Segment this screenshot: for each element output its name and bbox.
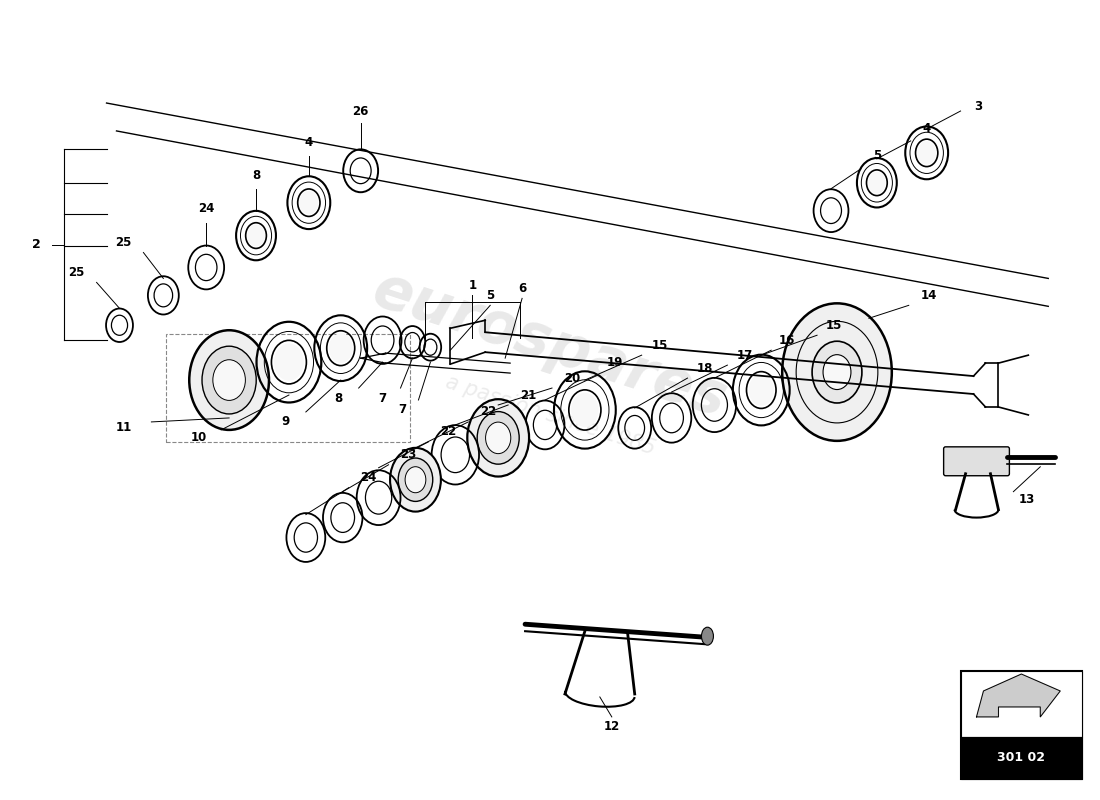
Text: 8: 8	[334, 391, 343, 405]
Text: 6: 6	[518, 282, 526, 295]
Ellipse shape	[405, 466, 426, 493]
Text: 23: 23	[400, 448, 417, 462]
Text: 16: 16	[779, 334, 795, 346]
Text: a passion since 1985: a passion since 1985	[442, 371, 658, 458]
Ellipse shape	[274, 344, 304, 381]
Text: 12: 12	[604, 720, 620, 734]
Text: 15: 15	[826, 318, 843, 332]
Ellipse shape	[477, 411, 519, 464]
Text: 25: 25	[116, 236, 132, 249]
Text: 18: 18	[696, 362, 713, 374]
Ellipse shape	[248, 225, 265, 246]
Ellipse shape	[189, 330, 270, 430]
Text: 5: 5	[486, 289, 494, 302]
Text: 8: 8	[252, 170, 260, 182]
Text: 20: 20	[564, 371, 580, 385]
Text: 22: 22	[480, 406, 496, 418]
Text: 7: 7	[378, 391, 386, 405]
Ellipse shape	[782, 303, 892, 441]
Polygon shape	[977, 674, 1060, 717]
Text: 4: 4	[923, 122, 931, 135]
Text: 14: 14	[921, 289, 937, 302]
Bar	[960, 737, 1082, 778]
Text: 7: 7	[398, 403, 407, 417]
Ellipse shape	[468, 399, 529, 477]
Text: 10: 10	[191, 431, 207, 444]
Ellipse shape	[868, 172, 886, 194]
Ellipse shape	[571, 393, 598, 427]
Ellipse shape	[749, 374, 773, 406]
Text: 24: 24	[198, 202, 214, 215]
Bar	[960, 671, 1082, 778]
Text: 17: 17	[736, 349, 752, 362]
Ellipse shape	[823, 354, 851, 390]
Ellipse shape	[202, 346, 256, 414]
Text: 5: 5	[872, 150, 881, 162]
FancyBboxPatch shape	[944, 447, 1010, 476]
Ellipse shape	[398, 458, 432, 502]
Text: 26: 26	[352, 105, 368, 118]
Ellipse shape	[812, 342, 862, 403]
Text: 1: 1	[469, 279, 476, 292]
Text: 22: 22	[440, 426, 456, 438]
Ellipse shape	[917, 141, 936, 165]
Text: 25: 25	[68, 266, 85, 279]
Text: 9: 9	[282, 415, 290, 429]
Text: 21: 21	[520, 389, 536, 402]
Text: 13: 13	[1019, 493, 1034, 506]
Ellipse shape	[390, 448, 441, 512]
Text: 4: 4	[305, 136, 314, 150]
Text: 2: 2	[32, 238, 41, 251]
Text: 24: 24	[361, 471, 377, 484]
Text: 11: 11	[116, 422, 132, 434]
Ellipse shape	[213, 360, 245, 400]
Text: 3: 3	[975, 99, 982, 113]
Ellipse shape	[702, 627, 714, 645]
Text: 19: 19	[606, 356, 623, 369]
Ellipse shape	[485, 422, 510, 454]
Text: 15: 15	[651, 338, 668, 352]
Ellipse shape	[329, 334, 353, 363]
Text: eurospares: eurospares	[365, 261, 735, 430]
Bar	[960, 671, 1082, 737]
Text: 301 02: 301 02	[998, 751, 1045, 764]
Ellipse shape	[299, 191, 318, 214]
Bar	[166, 334, 410, 442]
